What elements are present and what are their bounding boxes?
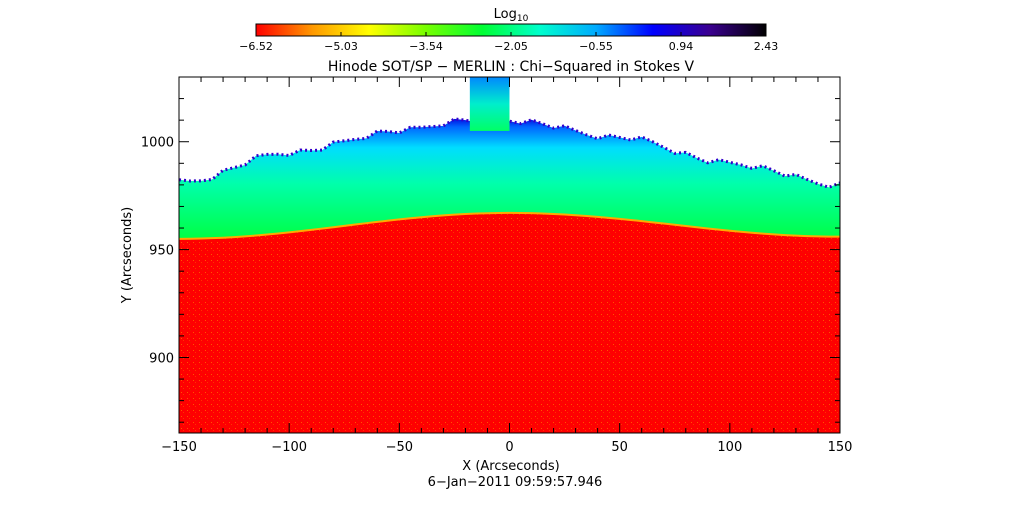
- x-tick-label: 100: [717, 440, 742, 455]
- limb-edge: [179, 211, 840, 240]
- chart-title: Hinode SOT/SP − MERLIN : Chi−Squared in …: [328, 59, 695, 75]
- colorbar-tick-label: 2.43: [754, 40, 779, 53]
- y-tick-label: 900: [149, 351, 174, 366]
- x-tick-label: −100: [271, 440, 307, 455]
- y-axis: 900 950 1000: [141, 76, 840, 423]
- colorbar-ticks: −6.52 −5.03 −3.54 −2.05 −0.55 0.94 2.43: [239, 32, 778, 53]
- colorbar-tick-label: −6.52: [239, 40, 273, 53]
- x-tick-label: 50: [611, 440, 628, 455]
- colorbar-tick-label: −0.55: [579, 40, 613, 53]
- plot-area: [179, 77, 840, 433]
- solar-disk: [179, 212, 840, 433]
- plume-feature: [469, 77, 510, 131]
- colorbar-label: Log10: [494, 7, 529, 24]
- x-tick-label: 0: [505, 440, 513, 455]
- colorbar-tick-label: 0.94: [669, 40, 694, 53]
- colorbar-tick-label: −5.03: [324, 40, 358, 53]
- colorbar-tick-label: −2.05: [494, 40, 528, 53]
- x-axis: −150 −100 −50 0 50 100 150: [161, 77, 852, 455]
- y-axis-label: Y (Arcseconds): [120, 207, 135, 304]
- chromosphere-band: [179, 117, 840, 239]
- x-tick-label: −50: [386, 440, 413, 455]
- x-tick-label: 150: [828, 440, 853, 455]
- y-tick-label: 950: [149, 244, 174, 259]
- y-tick-label: 1000: [141, 136, 174, 151]
- timestamp: 6−Jan−2011 09:59:57.946: [428, 475, 603, 490]
- colorbar-tick-label: −3.54: [409, 40, 443, 53]
- x-axis-label: X (Arcseconds): [462, 459, 559, 474]
- x-tick-label: −150: [161, 440, 197, 455]
